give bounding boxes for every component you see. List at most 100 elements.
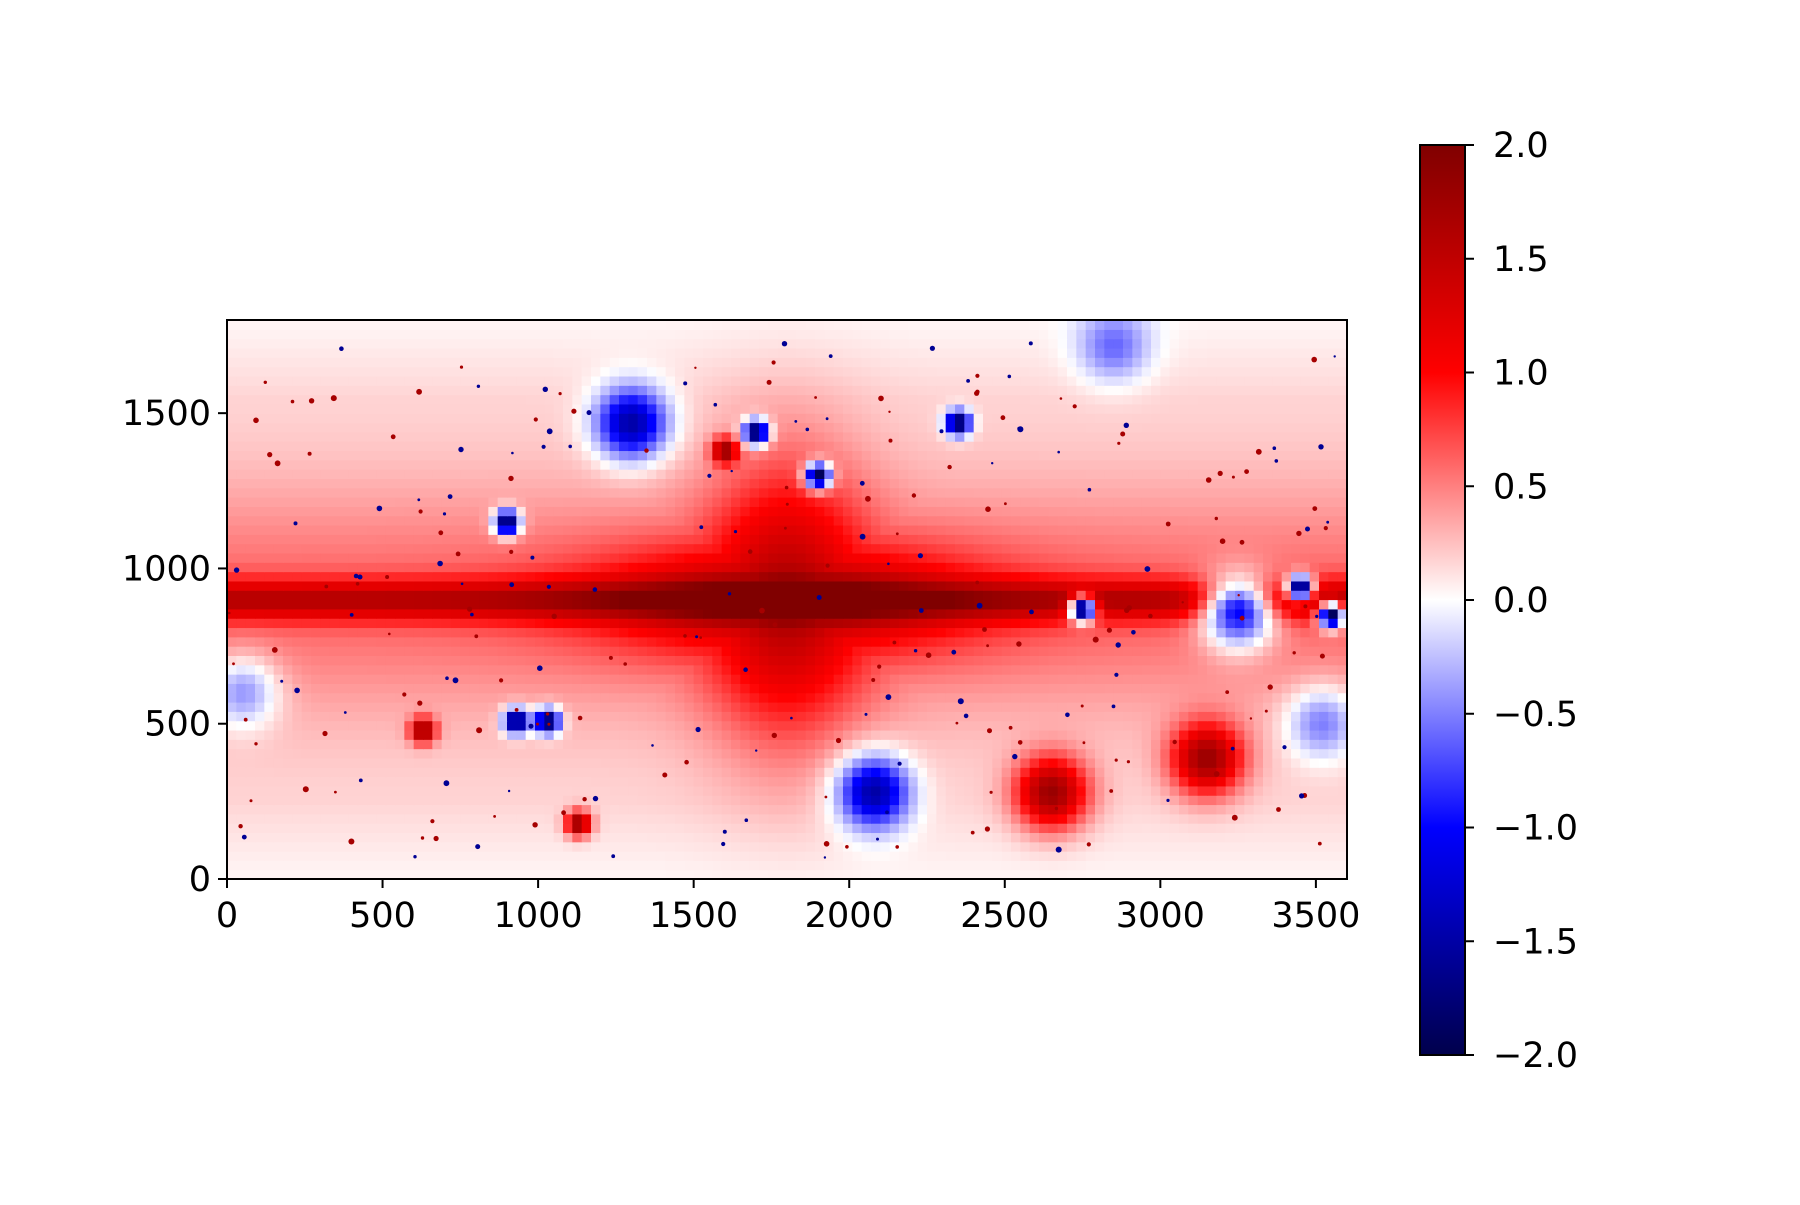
heatmap-cell [1272,543,1283,554]
heatmap-cell [525,739,536,750]
heatmap-cell [973,767,984,778]
heatmap-cell [665,599,676,610]
heatmap-cell [1011,608,1021,619]
heatmap-cell [871,506,881,517]
heatmap-cell [945,776,956,787]
heatmap-cell [1141,627,1152,638]
heatmap-cell [1244,757,1255,768]
heatmap-cell [871,748,881,759]
heatmap-cell [1197,655,1208,666]
heatmap-cell [833,748,844,759]
heatmap-cell [227,748,237,759]
heatmap-cell [1076,748,1087,759]
heatmap-cell [301,739,312,750]
heatmap-cell [647,776,657,787]
heatmap-cell [880,497,891,507]
heatmap-cell [777,851,788,861]
heatmap-cell [889,571,900,582]
heatmap-cell [1113,823,1124,834]
heatmap-cell [1225,655,1236,666]
heatmap-cell [777,813,788,824]
heatmap-cell [255,683,265,694]
heatmap-cell [320,487,331,498]
heatmap-cell [1272,841,1283,852]
heatmap-cell [637,590,648,601]
heatmap-cell [777,823,788,834]
heatmap-cell [768,692,779,703]
heatmap-cell [488,860,499,871]
heatmap-cell [1123,524,1133,535]
heatmap-cell [516,739,527,750]
heatmap-cell [255,524,265,535]
heatmap-cell [1291,636,1301,647]
heatmap-cell [395,552,405,563]
heatmap-cell [1057,841,1068,852]
heatmap-cell [283,739,293,750]
heatmap-cell [544,515,555,526]
heatmap-cell [619,608,629,619]
heatmap-cell [712,869,723,879]
heatmap-cell [1197,618,1208,629]
heatmap-cell [1197,646,1208,656]
heatmap-cell [675,618,685,629]
heatmap-cell [367,562,377,573]
heatmap-cell [1300,869,1311,879]
heatmap-cell [329,506,340,517]
heatmap-cell [880,571,891,582]
heatmap-cell [973,785,984,796]
heatmap-cell [740,776,751,787]
heatmap-cell [311,767,321,778]
heatmap-cell [665,590,676,601]
heatmap-cell [600,618,611,629]
heatmap-cell [1123,497,1133,507]
heatmap-cell [712,841,723,852]
heatmap-cell [591,543,601,554]
heatmap-cell [852,795,863,806]
heatmap-cell [413,720,424,731]
heatmap-cell [1095,785,1105,796]
heatmap-cell [1169,636,1180,647]
heatmap-cell [721,497,732,507]
heatmap-cell [1001,543,1012,554]
heatmap-cell [236,497,247,507]
heatmap-cell [423,599,433,610]
heatmap-cell [1253,841,1264,852]
heatmap-cell [693,636,704,647]
heatmap-cell [339,636,349,647]
heatmap-cell [721,851,732,861]
heatmap-cell [721,767,732,778]
heatmap-cell [1169,497,1180,507]
heatmap-cell [703,711,713,722]
heatmap-cell [936,813,947,824]
heatmap-cell [1113,757,1124,768]
heatmap-cell [460,729,471,740]
heatmap-cell [591,524,601,535]
heatmap-cell [852,646,863,656]
heatmap-cell [805,618,816,629]
heatmap-cell [693,571,704,582]
heatmap-cell [544,562,555,573]
heatmap-cell [768,627,779,638]
heatmap-cell [1244,729,1255,740]
heatmap-cell [1263,851,1273,861]
heatmap-cell [1328,562,1339,573]
heatmap-cell [684,515,695,526]
heatmap-cell [227,851,237,861]
heatmap-cell [236,674,247,684]
heatmap-cell [348,767,359,778]
heatmap-cell [311,832,321,843]
heatmap-cell [833,524,844,535]
heatmap-cell [535,580,545,591]
heatmap-cell [1085,506,1096,517]
heatmap-cell [992,674,1003,684]
heatmap-cell [1188,562,1199,573]
heatmap-cell [815,543,825,554]
heatmap-cell [1291,608,1301,619]
heatmap-cell [619,739,629,750]
heatmap-cell [227,571,237,582]
heatmap-cell [684,757,695,768]
heatmap-cell [376,534,387,545]
heatmap-cell [367,823,377,834]
heatmap-cell [777,860,788,871]
heatmap-cell [581,823,592,834]
